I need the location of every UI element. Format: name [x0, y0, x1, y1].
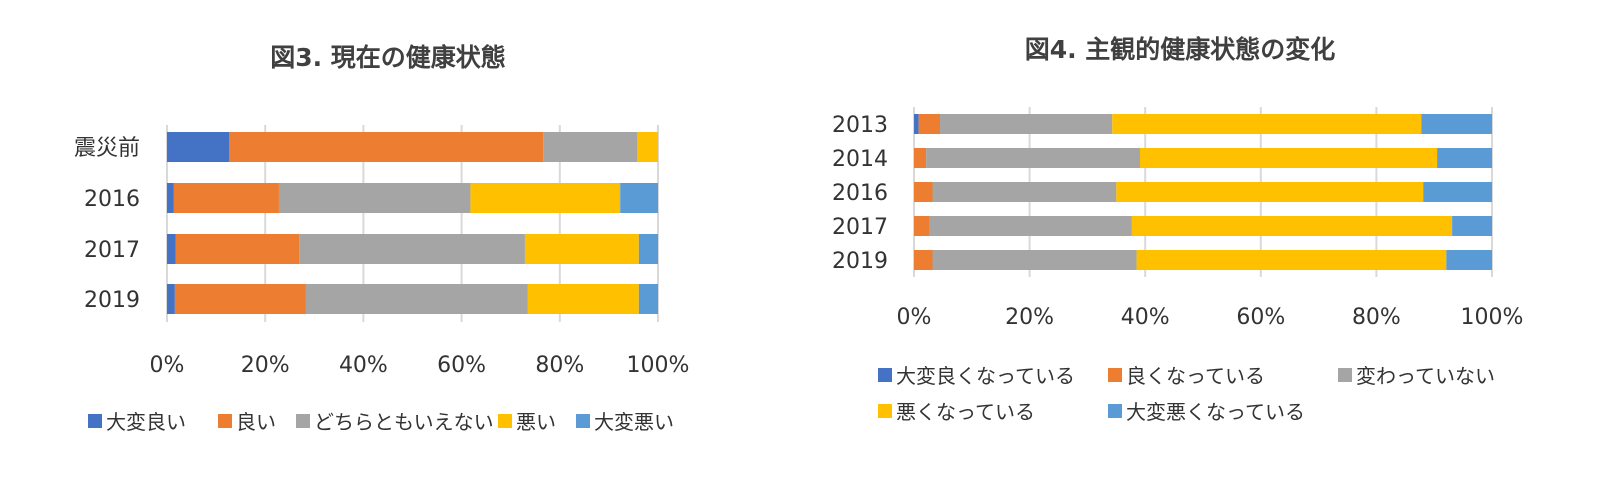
- bar-segment: [299, 234, 525, 264]
- legend-swatch: [1108, 404, 1122, 418]
- bar-segment: [914, 250, 933, 270]
- legend-swatch: [576, 414, 590, 428]
- x-tick-label: 40%: [339, 353, 388, 378]
- bar-segment: [1139, 148, 1438, 168]
- x-tick-label: 60%: [437, 353, 486, 378]
- bar-segment: [918, 114, 941, 134]
- x-tick-label: 40%: [1121, 305, 1170, 330]
- legend-label: 大変悪くなっている: [1126, 400, 1305, 424]
- bar-segment: [1452, 216, 1492, 236]
- chart1: 0% 20% 40% 60% 80% 100% 震災前 2016 2017 2019 大変良い 良い ど…: [74, 125, 689, 434]
- legend-label: 悪くなっている: [896, 400, 1035, 424]
- x-tick-label: 80%: [1352, 305, 1401, 330]
- bar-segment: [1112, 114, 1422, 134]
- bar-segment: [167, 234, 176, 264]
- x-tick-label: 80%: [535, 353, 584, 378]
- legend-label: 変わっていない: [1356, 364, 1495, 388]
- bar-segment: [527, 284, 639, 314]
- bar-segment: [524, 234, 639, 264]
- bar-segment: [167, 132, 230, 162]
- bar-segment: [543, 132, 638, 162]
- bar-segment: [914, 114, 919, 134]
- x-tick-label: 0%: [897, 305, 932, 330]
- bar-segment: [1437, 148, 1492, 168]
- bar-segment: [175, 234, 300, 264]
- bar-segment: [1131, 216, 1453, 236]
- legend-label: 大変悪い: [594, 410, 674, 434]
- legend-label: 悪い: [516, 410, 556, 434]
- legend-swatch: [498, 414, 512, 428]
- bar-segment: [305, 284, 528, 314]
- bar-segment: [932, 250, 1137, 270]
- x-tick-label: 60%: [1236, 305, 1285, 330]
- bar-segment: [278, 183, 471, 213]
- legend-swatch: [218, 414, 232, 428]
- bar-segment: [167, 183, 174, 213]
- bar-segment: [914, 216, 930, 236]
- bar-segment: [1116, 182, 1424, 202]
- chart2-title: 図4. 主観的健康状態の変化: [1025, 35, 1336, 64]
- chart1-title: 図3. 現在の健康状態: [270, 43, 506, 72]
- chart2: 0% 20% 40% 60% 80% 100% 2013 2014 2016 2017 2019 大変…: [832, 107, 1523, 424]
- bar-segment: [1423, 182, 1492, 202]
- y-category-label: 2016: [832, 181, 888, 206]
- bar-segment: [167, 284, 175, 314]
- bar-segment: [620, 183, 658, 213]
- y-category-label: 震災前: [74, 136, 140, 161]
- legend-label: どちらともいえない: [314, 410, 494, 434]
- x-tick-label: 100%: [627, 353, 690, 378]
- legend-swatch: [1108, 368, 1122, 382]
- legend-label: 大変良い: [106, 410, 186, 434]
- y-category-label: 2019: [832, 249, 888, 274]
- bar-segment: [174, 284, 306, 314]
- bar-segment: [1136, 250, 1447, 270]
- y-category-label: 2017: [832, 215, 888, 240]
- bar-segment: [926, 148, 1140, 168]
- bar-segment: [637, 132, 658, 162]
- y-category-label: 2016: [84, 187, 140, 212]
- bar-segment: [1446, 250, 1492, 270]
- legend-swatch: [88, 414, 102, 428]
- y-category-label: 2017: [84, 238, 140, 263]
- bar-segment: [470, 183, 621, 213]
- y-category-label: 2019: [84, 288, 140, 313]
- legend-label: 良くなっている: [1126, 364, 1265, 388]
- x-tick-label: 100%: [1461, 305, 1524, 330]
- y-category-label: 2013: [832, 113, 888, 138]
- bar-segment: [229, 132, 544, 162]
- bar-segment: [932, 182, 1117, 202]
- legend-swatch: [878, 368, 892, 382]
- legend-swatch: [296, 414, 310, 428]
- legend-label: 良い: [236, 410, 276, 434]
- bar-segment: [638, 284, 658, 314]
- bar-segment: [1421, 114, 1492, 134]
- bar-segment: [638, 234, 658, 264]
- x-tick-label: 20%: [1005, 305, 1054, 330]
- y-category-label: 2014: [832, 147, 888, 172]
- bar-segment: [929, 216, 1132, 236]
- legend-swatch: [1338, 368, 1352, 382]
- legend-label: 大変良くなっている: [896, 364, 1075, 388]
- bar-segment: [914, 182, 933, 202]
- x-tick-label: 0%: [150, 353, 185, 378]
- bar-segment: [914, 148, 927, 168]
- bar-segment: [940, 114, 1113, 134]
- legend-swatch: [878, 404, 892, 418]
- bar-segment: [173, 183, 279, 213]
- x-tick-label: 20%: [241, 353, 290, 378]
